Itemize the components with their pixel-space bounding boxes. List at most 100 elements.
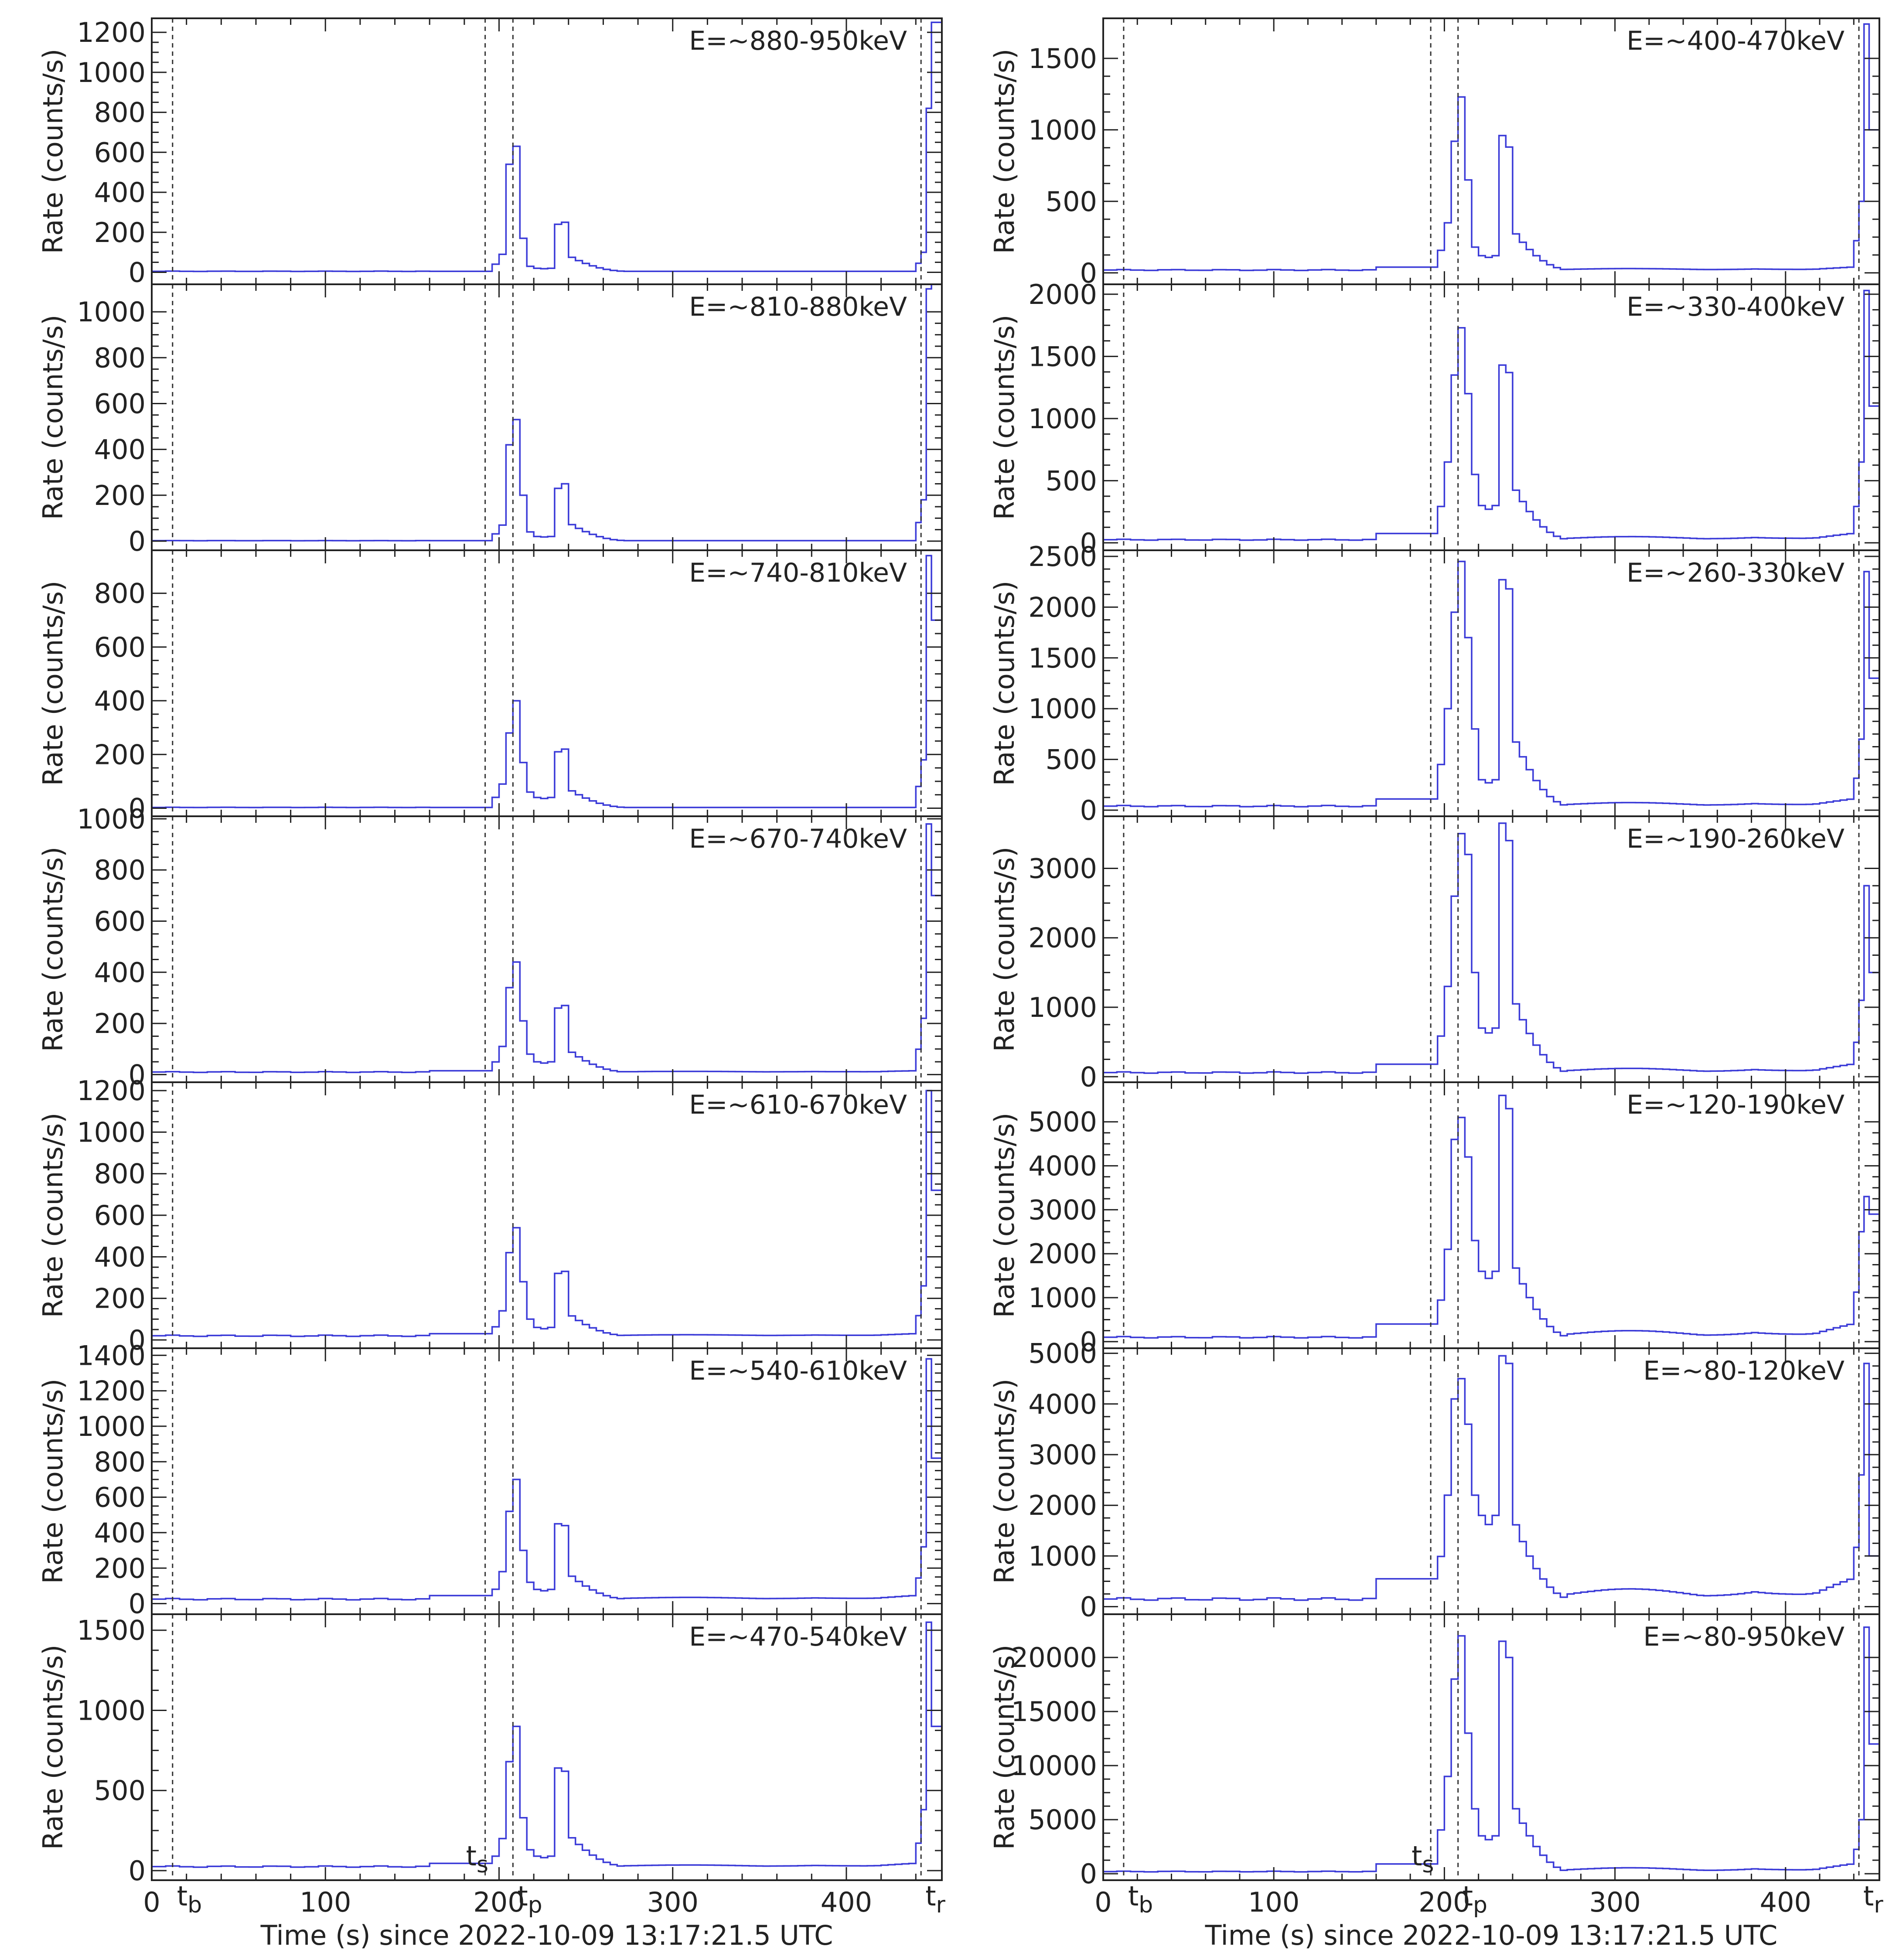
plot-frame (151, 549, 943, 817)
y-tick-label: 1500 (1028, 43, 1097, 75)
plot-frame (151, 283, 943, 551)
y-axis-title: Rate (counts/s) (37, 581, 69, 786)
y-tick-label: 1000 (1028, 114, 1097, 146)
y-tick-label: 800 (94, 97, 146, 129)
y-tick-label: 1000 (1028, 403, 1097, 435)
y-tick-label: 600 (94, 388, 146, 419)
y-tick-label: 3000 (1028, 852, 1097, 884)
y-tick-label: 1400 (77, 1340, 146, 1371)
y-tick-label: 1500 (1028, 341, 1097, 372)
y-tick-label: 0 (1080, 257, 1097, 289)
energy-band-label: E=~330-400keV (1626, 292, 1844, 322)
y-tick-label: 5000 (1028, 1338, 1097, 1370)
energy-band-label: E=~610-670keV (689, 1090, 907, 1120)
rate-curve (152, 823, 942, 1074)
panel-80-950: 0 5000 10000 15000 20000 E=~80-950keV Rate (co… (989, 1613, 1883, 1951)
y-tick-label: 1000 (77, 57, 146, 89)
y-axis-title: Rate (counts/s) (37, 1645, 69, 1850)
energy-band-label: E=~880-950keV (689, 26, 907, 56)
y-tick-label: 1000 (1028, 1540, 1097, 1572)
y-tick-label: 2000 (1028, 279, 1097, 310)
y-tick-label: 2500 (1028, 541, 1097, 573)
panel-80-120: 0 1000 2000 3000 4000 5000 E=~80-120keV Rate (c… (989, 1338, 1880, 1623)
y-tick-label: 4000 (1028, 1150, 1097, 1182)
y-axis-title: Rate (counts/s) (989, 49, 1020, 254)
y-tick-label: 500 (1046, 744, 1097, 776)
y-tick-label: 800 (94, 342, 146, 374)
y-tick-label: 1000 (77, 296, 146, 328)
energy-band-label: E=~470-540keV (689, 1622, 907, 1652)
y-axis-title: Rate (counts/s) (989, 1379, 1020, 1584)
y-tick-label: 1000 (1028, 693, 1097, 725)
x-tick-label: 400 (821, 1886, 872, 1918)
y-axis-title: Rate (counts/s) (37, 1113, 69, 1318)
y-tick-label: 0 (129, 256, 146, 288)
marker-label-t_r: tr (925, 1880, 945, 1918)
y-tick-label: 0 (1080, 1061, 1097, 1093)
y-tick-label: 200 (94, 739, 146, 770)
y-tick-label: 1200 (77, 17, 146, 48)
y-axis-title: Rate (counts/s) (989, 581, 1020, 786)
y-axis-title: Rate (counts/s) (989, 315, 1020, 520)
y-tick-label: 800 (94, 1446, 146, 1478)
panel-670-740: 0 200 400 600 800 1000 E=~670-740keV Rate (coun… (37, 803, 943, 1091)
marker-label-t_p: tp (1463, 1880, 1487, 1918)
energy-band-label: E=~400-470keV (1626, 26, 1844, 56)
energy-band-label: E=~740-810keV (689, 558, 907, 588)
panel-400-470: 0 500 1000 1500 E=~400-470keV Rate (counts/s) (989, 17, 1880, 289)
y-tick-label: 2000 (1028, 1490, 1097, 1521)
energy-band-label: E=~80-950keV (1643, 1622, 1844, 1652)
y-tick-label: 3000 (1028, 1194, 1097, 1226)
y-tick-label: 500 (1046, 186, 1097, 218)
panel-740-810: 0 200 400 600 800 E=~740-810keV Rate (counts/s… (37, 549, 943, 825)
energy-band-label: E=~190-260keV (1626, 824, 1844, 854)
marker-label-t_p: tp (517, 1880, 542, 1918)
y-tick-label: 1000 (1028, 992, 1097, 1023)
marker-label-t_b: tb (177, 1880, 202, 1918)
y-tick-label: 0 (129, 793, 146, 825)
plot-frame (1102, 1347, 1880, 1615)
y-tick-label: 0 (129, 1324, 146, 1356)
y-axis-title: Rate (counts/s) (37, 847, 69, 1052)
y-tick-label: 2000 (1028, 1238, 1097, 1270)
y-axis-title: Rate (counts/s) (37, 49, 69, 254)
x-tick-label: 100 (300, 1886, 351, 1918)
energy-band-label: E=~540-610keV (689, 1356, 907, 1386)
x-tick-label: 200 (1418, 1886, 1470, 1918)
plot-frame (1102, 1613, 1880, 1881)
y-tick-label: 2000 (1028, 922, 1097, 954)
y-tick-label: 200 (94, 217, 146, 249)
y-tick-label: 0 (129, 1855, 146, 1887)
panel-120-190: 0 1000 2000 3000 4000 5000 E=~120-190keV Rate (… (989, 1081, 1880, 1358)
y-tick-label: 4000 (1028, 1388, 1097, 1420)
plot-frame (1102, 549, 1880, 817)
y-tick-label: 1500 (1028, 642, 1097, 674)
plot-frame (151, 17, 943, 285)
rate-curve (152, 1621, 942, 1868)
y-tick-label: 0 (129, 1059, 146, 1091)
x-tick-label: 0 (143, 1886, 160, 1918)
energy-band-label: E=~670-740keV (689, 824, 907, 854)
rate-curve (1103, 23, 1879, 271)
x-tick-label: 300 (1589, 1886, 1640, 1918)
rate-curve (1103, 1355, 1879, 1601)
y-tick-label: 400 (94, 957, 146, 989)
plot-frame (151, 1081, 943, 1349)
y-tick-label: 5000 (1028, 1804, 1097, 1836)
marker-label-t_s: ts (1411, 1840, 1434, 1878)
rate-curve (1103, 1626, 1879, 1873)
y-tick-label: 600 (94, 1200, 146, 1231)
y-axis-title: Rate (counts/s) (37, 1379, 69, 1584)
x-axis-title: Time (s) since 2022-10-09 13:17:21.5 UTC (260, 1919, 833, 1951)
panel-260-330: 0 500 1000 1500 2000 2500 E=~260-330keV Rate (c… (989, 541, 1880, 826)
marker-label-t_r: tr (1863, 1880, 1883, 1918)
panel-330-400: 0 500 1000 1500 2000 E=~330-400keV Rate (count… (989, 279, 1880, 559)
x-tick-label: 100 (1248, 1886, 1299, 1918)
y-axis-title: Rate (counts/s) (37, 315, 69, 520)
y-axis-title: Rate (counts/s) (989, 1113, 1020, 1318)
x-tick-label: 400 (1760, 1886, 1811, 1918)
energy-band-label: E=~260-330keV (1626, 558, 1844, 588)
y-tick-label: 200 (94, 480, 146, 511)
y-tick-label: 1000 (77, 1116, 146, 1148)
